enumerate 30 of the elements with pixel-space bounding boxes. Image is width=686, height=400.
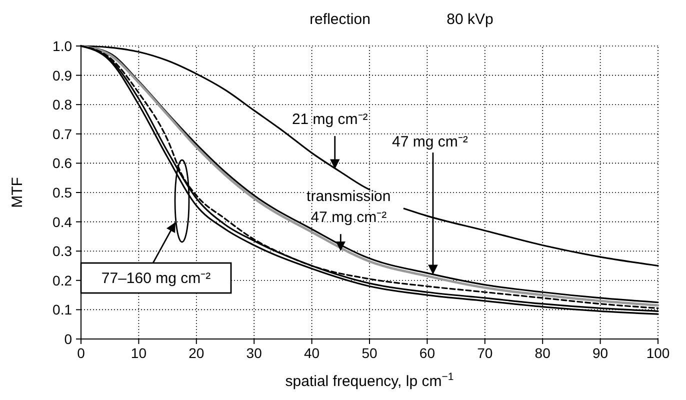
y-tick-label: 0.5 xyxy=(52,184,72,200)
y-tick-label: 0.9 xyxy=(52,67,72,84)
y-tick-label: 0.3 xyxy=(52,243,72,260)
x-tick-label: 60 xyxy=(419,345,436,361)
y-tick-label: 0.4 xyxy=(52,214,72,230)
annotation: 47 mg cm⁻² xyxy=(392,134,468,151)
y-tick-label: 0 xyxy=(64,331,72,347)
x-tick-label: 70 xyxy=(477,345,493,361)
y-axis-title: MTF xyxy=(9,177,26,208)
y-tick-label: 0.6 xyxy=(52,155,72,172)
annotation: 21 mg cm⁻² xyxy=(292,111,368,128)
x-tick-label: 100 xyxy=(646,345,670,361)
x-tick-label: 0 xyxy=(77,345,86,361)
text: reflection xyxy=(310,11,370,28)
y-tick-label: 0.7 xyxy=(52,126,72,142)
y-tick-label: 0.2 xyxy=(52,272,72,288)
text: 80 kVp xyxy=(446,11,494,28)
x-tick-label: 20 xyxy=(188,345,204,361)
x-tick-label: 10 xyxy=(130,345,147,361)
y-tick-label: 1.0 xyxy=(52,38,72,54)
x-tick-label: 80 xyxy=(534,345,551,361)
y-tick-label: 0.1 xyxy=(52,302,72,318)
x-axis-title: spatial frequency, lp cm$^{−1}$ xyxy=(285,371,454,390)
y-tick-label: 0.8 xyxy=(52,96,72,113)
x-tick-label: 50 xyxy=(362,345,378,361)
annotation: transmission 47 mg cm⁻² xyxy=(306,188,391,226)
x-tick-label: 90 xyxy=(592,345,608,361)
x-tick-label: 40 xyxy=(304,345,320,361)
x-tick-label: 30 xyxy=(246,345,262,361)
annotation: 77–160 mg cm⁻² xyxy=(101,270,211,287)
